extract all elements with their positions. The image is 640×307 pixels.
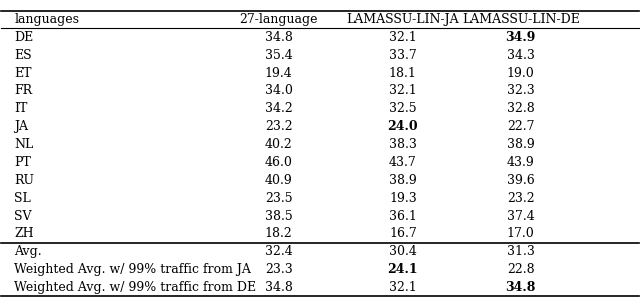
Text: 38.5: 38.5 — [265, 210, 292, 223]
Text: FR: FR — [14, 84, 32, 97]
Text: 35.4: 35.4 — [265, 49, 292, 62]
Text: 19.3: 19.3 — [389, 192, 417, 205]
Text: 34.9: 34.9 — [506, 31, 536, 44]
Text: 23.5: 23.5 — [265, 192, 292, 205]
Text: NL: NL — [14, 138, 33, 151]
Text: 38.9: 38.9 — [389, 174, 417, 187]
Text: JA: JA — [14, 120, 28, 133]
Text: 34.8: 34.8 — [265, 281, 292, 294]
Text: 32.4: 32.4 — [265, 245, 292, 258]
Text: 30.4: 30.4 — [389, 245, 417, 258]
Text: 22.8: 22.8 — [507, 263, 534, 276]
Text: ES: ES — [14, 49, 32, 62]
Text: ZH: ZH — [14, 227, 34, 240]
Text: 17.0: 17.0 — [507, 227, 534, 240]
Text: 34.2: 34.2 — [265, 102, 292, 115]
Text: 32.1: 32.1 — [389, 281, 417, 294]
Text: Avg.: Avg. — [14, 245, 42, 258]
Text: 34.8: 34.8 — [506, 281, 536, 294]
Text: SL: SL — [14, 192, 31, 205]
Text: 46.0: 46.0 — [265, 156, 292, 169]
Text: LAMASSU-LIN-JA: LAMASSU-LIN-JA — [346, 13, 459, 26]
Text: 34.3: 34.3 — [507, 49, 534, 62]
Text: 37.4: 37.4 — [507, 210, 534, 223]
Text: 18.2: 18.2 — [265, 227, 292, 240]
Text: 24.1: 24.1 — [388, 263, 418, 276]
Text: 22.7: 22.7 — [507, 120, 534, 133]
Text: LAMASSU-LIN-DE: LAMASSU-LIN-DE — [462, 13, 580, 26]
Text: 39.6: 39.6 — [507, 174, 534, 187]
Text: 23.2: 23.2 — [265, 120, 292, 133]
Text: 32.5: 32.5 — [389, 102, 417, 115]
Text: 33.7: 33.7 — [389, 49, 417, 62]
Text: 32.1: 32.1 — [389, 84, 417, 97]
Text: DE: DE — [14, 31, 33, 44]
Text: 40.9: 40.9 — [265, 174, 292, 187]
Text: 23.2: 23.2 — [507, 192, 534, 205]
Text: RU: RU — [14, 174, 34, 187]
Text: 19.0: 19.0 — [507, 67, 534, 80]
Text: SV: SV — [14, 210, 31, 223]
Text: languages: languages — [14, 13, 79, 26]
Text: 43.7: 43.7 — [389, 156, 417, 169]
Text: 38.9: 38.9 — [507, 138, 534, 151]
Text: 27-language: 27-language — [239, 13, 318, 26]
Text: 16.7: 16.7 — [389, 227, 417, 240]
Text: 43.9: 43.9 — [507, 156, 534, 169]
Text: IT: IT — [14, 102, 28, 115]
Text: PT: PT — [14, 156, 31, 169]
Text: 24.0: 24.0 — [388, 120, 418, 133]
Text: Weighted Avg. w/ 99% traffic from DE: Weighted Avg. w/ 99% traffic from DE — [14, 281, 256, 294]
Text: 31.3: 31.3 — [507, 245, 534, 258]
Text: 40.2: 40.2 — [265, 138, 292, 151]
Text: 34.8: 34.8 — [265, 31, 292, 44]
Text: 34.0: 34.0 — [265, 84, 292, 97]
Text: 36.1: 36.1 — [389, 210, 417, 223]
Text: 32.3: 32.3 — [507, 84, 534, 97]
Text: 23.3: 23.3 — [265, 263, 292, 276]
Text: ET: ET — [14, 67, 31, 80]
Text: Weighted Avg. w/ 99% traffic from JA: Weighted Avg. w/ 99% traffic from JA — [14, 263, 251, 276]
Text: 18.1: 18.1 — [389, 67, 417, 80]
Text: 32.1: 32.1 — [389, 31, 417, 44]
Text: 19.4: 19.4 — [265, 67, 292, 80]
Text: 38.3: 38.3 — [389, 138, 417, 151]
Text: 32.8: 32.8 — [507, 102, 534, 115]
